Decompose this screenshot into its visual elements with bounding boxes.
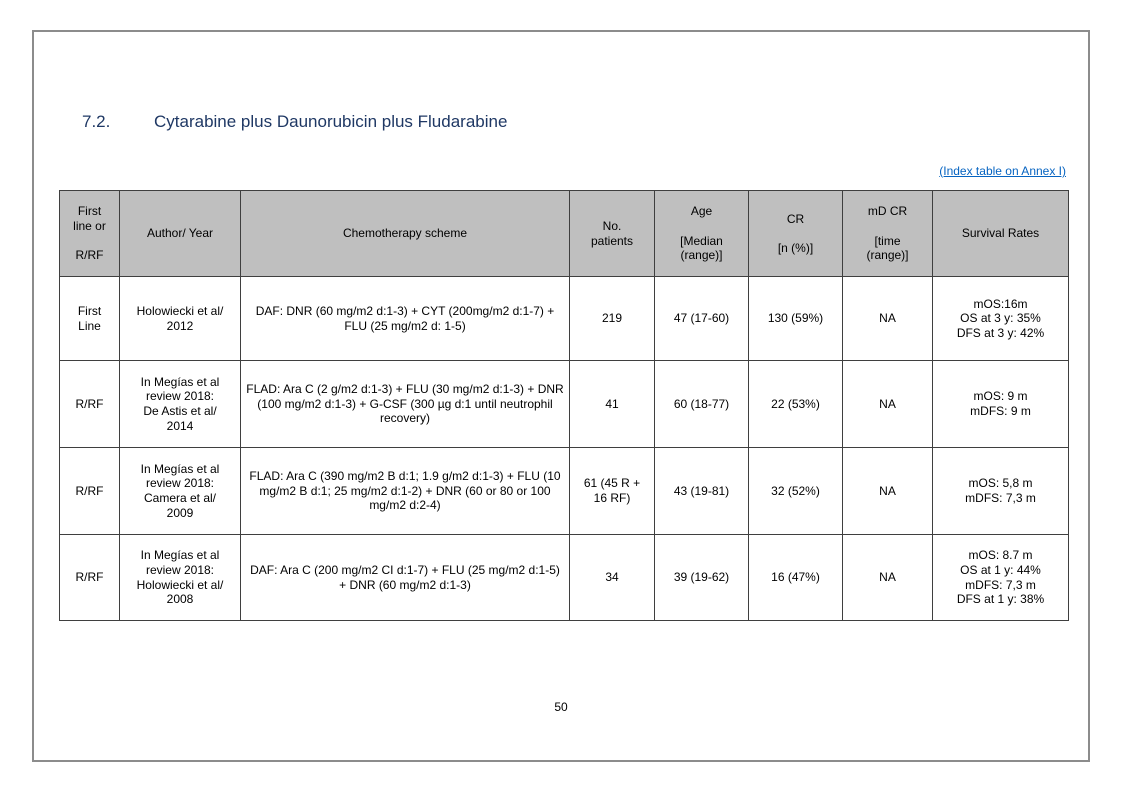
cell-chemotherapy-scheme: FLAD: Ara C (390 mg/m2 B d:1; 1.9 g/m2 d… [240,447,570,535]
table-row: R/RF In Megías et al review 2018: De Ast… [59,360,1069,448]
cell-cr: 32 (52%) [748,447,843,535]
cell-age: 43 (19-81) [654,447,749,535]
cell-no-patients: 34 [569,534,655,621]
section-heading: 7.2. Cytarabine plus Daunorubicin plus Fl… [82,112,507,132]
cell-md-cr: NA [842,447,933,535]
column-header-no-patients: No. patients [569,190,655,277]
table-row: R/RF In Megías et al review 2018: Holowi… [59,534,1069,621]
section-title: Cytarabine plus Daunorubicin plus Fludar… [154,112,508,131]
table-body: First Line Holowiecki et al/ 2012 DAF: D… [59,276,1069,621]
section-number: 7.2. [82,112,111,131]
cell-line-type: R/RF [59,447,120,535]
cell-survival-rates: mOS: 8.7 m OS at 1 y: 44% mDFS: 7,3 m DF… [932,534,1069,621]
cell-md-cr: NA [842,360,933,448]
column-header-first-line: First line or R/RF [59,190,120,277]
column-header-age: Age [Median (range)] [654,190,749,277]
cell-line-type: R/RF [59,360,120,448]
cell-no-patients: 41 [569,360,655,448]
cell-author-year: In Megías et al review 2018: De Astis et… [119,360,241,448]
cell-author-year: In Megías et al review 2018: Holowiecki … [119,534,241,621]
table-row: R/RF In Megías et al review 2018: Camera… [59,447,1069,535]
results-table: First line or R/RF Author/ Year Chemothe… [59,190,1069,621]
document-page: 7.2. Cytarabine plus Daunorubicin plus Fl… [32,30,1090,762]
cell-cr: 22 (53%) [748,360,843,448]
cell-no-patients: 61 (45 R + 16 RF) [569,447,655,535]
column-header-chemotherapy-scheme: Chemotherapy scheme [240,190,570,277]
cell-chemotherapy-scheme: DAF: Ara C (200 mg/m2 CI d:1-7) + FLU (2… [240,534,570,621]
header-row: First line or R/RF Author/ Year Chemothe… [59,190,1069,277]
column-header-survival-rates: Survival Rates [932,190,1069,277]
table-header: First line or R/RF Author/ Year Chemothe… [59,190,1069,277]
cell-survival-rates: mOS: 9 m mDFS: 9 m [932,360,1069,448]
cell-age: 60 (18-77) [654,360,749,448]
cell-line-type: R/RF [59,534,120,621]
cell-author-year: In Megías et al review 2018: Camera et a… [119,447,241,535]
cell-no-patients: 219 [569,276,655,361]
column-header-cr: CR [n (%)] [748,190,843,277]
column-header-author-year: Author/ Year [119,190,241,277]
cell-md-cr: NA [842,534,933,621]
cell-md-cr: NA [842,276,933,361]
page-number: 50 [554,700,568,714]
cell-author-year: Holowiecki et al/ 2012 [119,276,241,361]
cell-chemotherapy-scheme: FLAD: Ara C (2 g/m2 d:1-3) + FLU (30 mg/… [240,360,570,448]
cell-cr: 130 (59%) [748,276,843,361]
cell-survival-rates: mOS: 5,8 m mDFS: 7,3 m [932,447,1069,535]
cell-age: 39 (19-62) [654,534,749,621]
cell-line-type: First Line [59,276,120,361]
table-row: First Line Holowiecki et al/ 2012 DAF: D… [59,276,1069,361]
cell-age: 47 (17-60) [654,276,749,361]
annex-index-link[interactable]: (Index table on Annex I) [939,164,1066,178]
cell-survival-rates: mOS:16m OS at 3 y: 35% DFS at 3 y: 42% [932,276,1069,361]
column-header-md-cr: mD CR [time (range)] [842,190,933,277]
cell-cr: 16 (47%) [748,534,843,621]
cell-chemotherapy-scheme: DAF: DNR (60 mg/m2 d:1-3) + CYT (200mg/m… [240,276,570,361]
